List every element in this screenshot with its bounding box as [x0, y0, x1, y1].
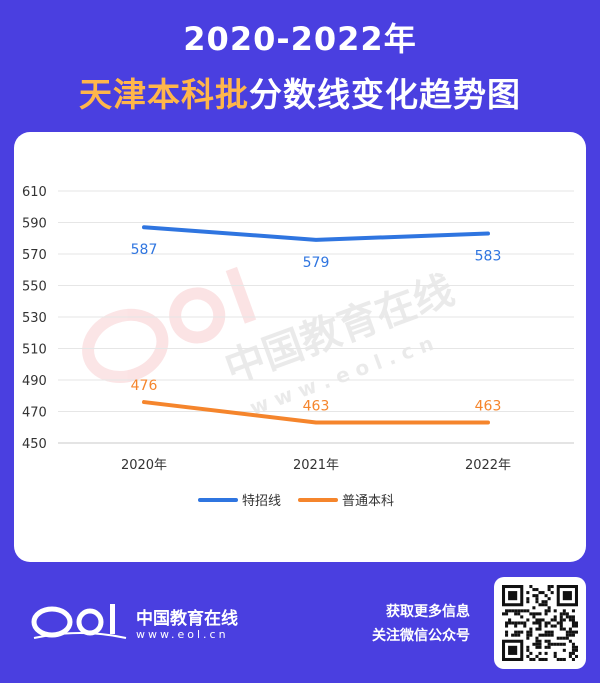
data-label: 476: [131, 378, 158, 394]
data-label: 583: [475, 249, 502, 265]
title-line-1: 2020-2022年: [183, 20, 417, 58]
watermark-eol-logo: [82, 266, 257, 383]
title-accent: 天津本科批: [79, 75, 249, 114]
title-rest: 分数线变化趋势图: [249, 75, 521, 114]
x-tick-label: 2021年: [293, 458, 339, 473]
y-tick-label: 470: [22, 406, 47, 421]
watermark: 中国教育在线 w w w . e o l . c n: [82, 266, 460, 420]
data-label: 463: [303, 399, 330, 415]
footer-brand: 中国教育在线 www.eol.cn: [30, 598, 260, 646]
y-axis: 450 470 490 510 530 550 570 590 610: [22, 185, 47, 452]
x-tick-label: 2020年: [121, 458, 167, 473]
qr-code[interactable]: [494, 577, 586, 669]
grid: [58, 190, 574, 444]
y-tick-label: 450: [22, 437, 47, 452]
footer-line-1: 获取更多信息: [386, 604, 470, 620]
y-tick-label: 510: [22, 343, 47, 358]
series-line: [142, 225, 490, 242]
legend-label: 特招线: [242, 494, 281, 509]
chart-card: 中国教育在线 w w w . e o l . c n 450 470 490 510 5…: [14, 132, 586, 562]
y-tick-label: 570: [22, 248, 47, 263]
y-tick-label: 490: [22, 374, 47, 389]
line-chart: 中国教育在线 w w w . e o l . c n 450 470 490 510 5…: [22, 185, 574, 509]
x-tick-label: 2022年: [465, 458, 511, 473]
series: [142, 225, 490, 425]
footer-cta: 获取更多信息 关注微信公众号: [372, 600, 470, 648]
y-tick-label: 530: [22, 311, 47, 326]
y-tick-label: 610: [22, 185, 47, 200]
data-label: 587: [131, 242, 158, 258]
y-tick-label: 550: [22, 280, 47, 295]
eol-logo-icon: [31, 604, 127, 639]
y-tick-label: 590: [22, 217, 47, 232]
brand-url: www.eol.cn: [136, 628, 229, 641]
series-line: [142, 400, 490, 425]
qr-code-icon: [502, 585, 578, 661]
data-label: 579: [303, 255, 330, 271]
legend: 特招线 普通本科: [198, 494, 394, 509]
x-axis: 2020年 2021年 2022年: [121, 458, 511, 473]
title-line-2: 天津本科批分数线变化趋势图: [0, 68, 600, 116]
data-label: 463: [475, 399, 502, 415]
data-labels: 587 579 583 476 463 463: [131, 242, 502, 414]
footer-line-2: 关注微信公众号: [372, 628, 470, 644]
legend-label: 普通本科: [342, 494, 394, 509]
brand-name: 中国教育在线: [136, 609, 238, 629]
